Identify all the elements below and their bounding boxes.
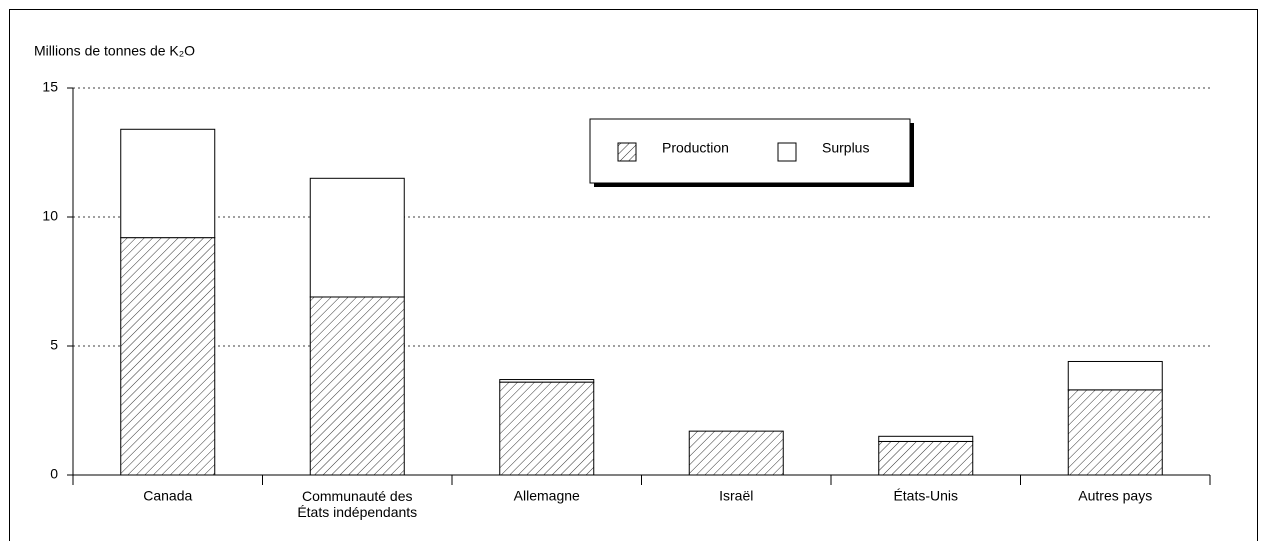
bar-segment: [120, 237, 216, 476]
bar-segment: [1067, 360, 1163, 391]
bar-segment: [499, 379, 595, 383]
bar-segment: [499, 381, 595, 476]
bar-segment: [878, 440, 974, 476]
frame: [9, 9, 1258, 541]
bar-segment: [878, 435, 974, 442]
x-tick-label: Autres pays: [1078, 488, 1152, 504]
x-tick-label: Communauté des États indépendants: [297, 488, 417, 520]
x-tick-label: Canada: [143, 488, 192, 504]
y-tick-label: 10: [42, 208, 58, 224]
bar-segment: [309, 177, 405, 298]
y-tick-label: 5: [50, 337, 58, 353]
x-tick-label: Allemagne: [514, 488, 580, 504]
bar-segment: [309, 296, 405, 476]
x-tick-label: Israël: [719, 488, 753, 504]
y-tick-label: 15: [42, 79, 58, 95]
legend-swatch: [777, 142, 797, 162]
y-tick-label: 0: [50, 466, 58, 482]
x-tick-label: États-Unis: [893, 488, 958, 504]
legend-label: Surplus: [822, 140, 869, 156]
bar-segment: [120, 128, 216, 239]
legend-swatch: [617, 142, 637, 162]
legend: [589, 118, 911, 184]
bar-segment: [1067, 389, 1163, 476]
bar-segment: [688, 430, 784, 476]
legend-label: Production: [662, 140, 729, 156]
y-axis-label: Millions de tonnes de K₂O: [34, 43, 195, 59]
